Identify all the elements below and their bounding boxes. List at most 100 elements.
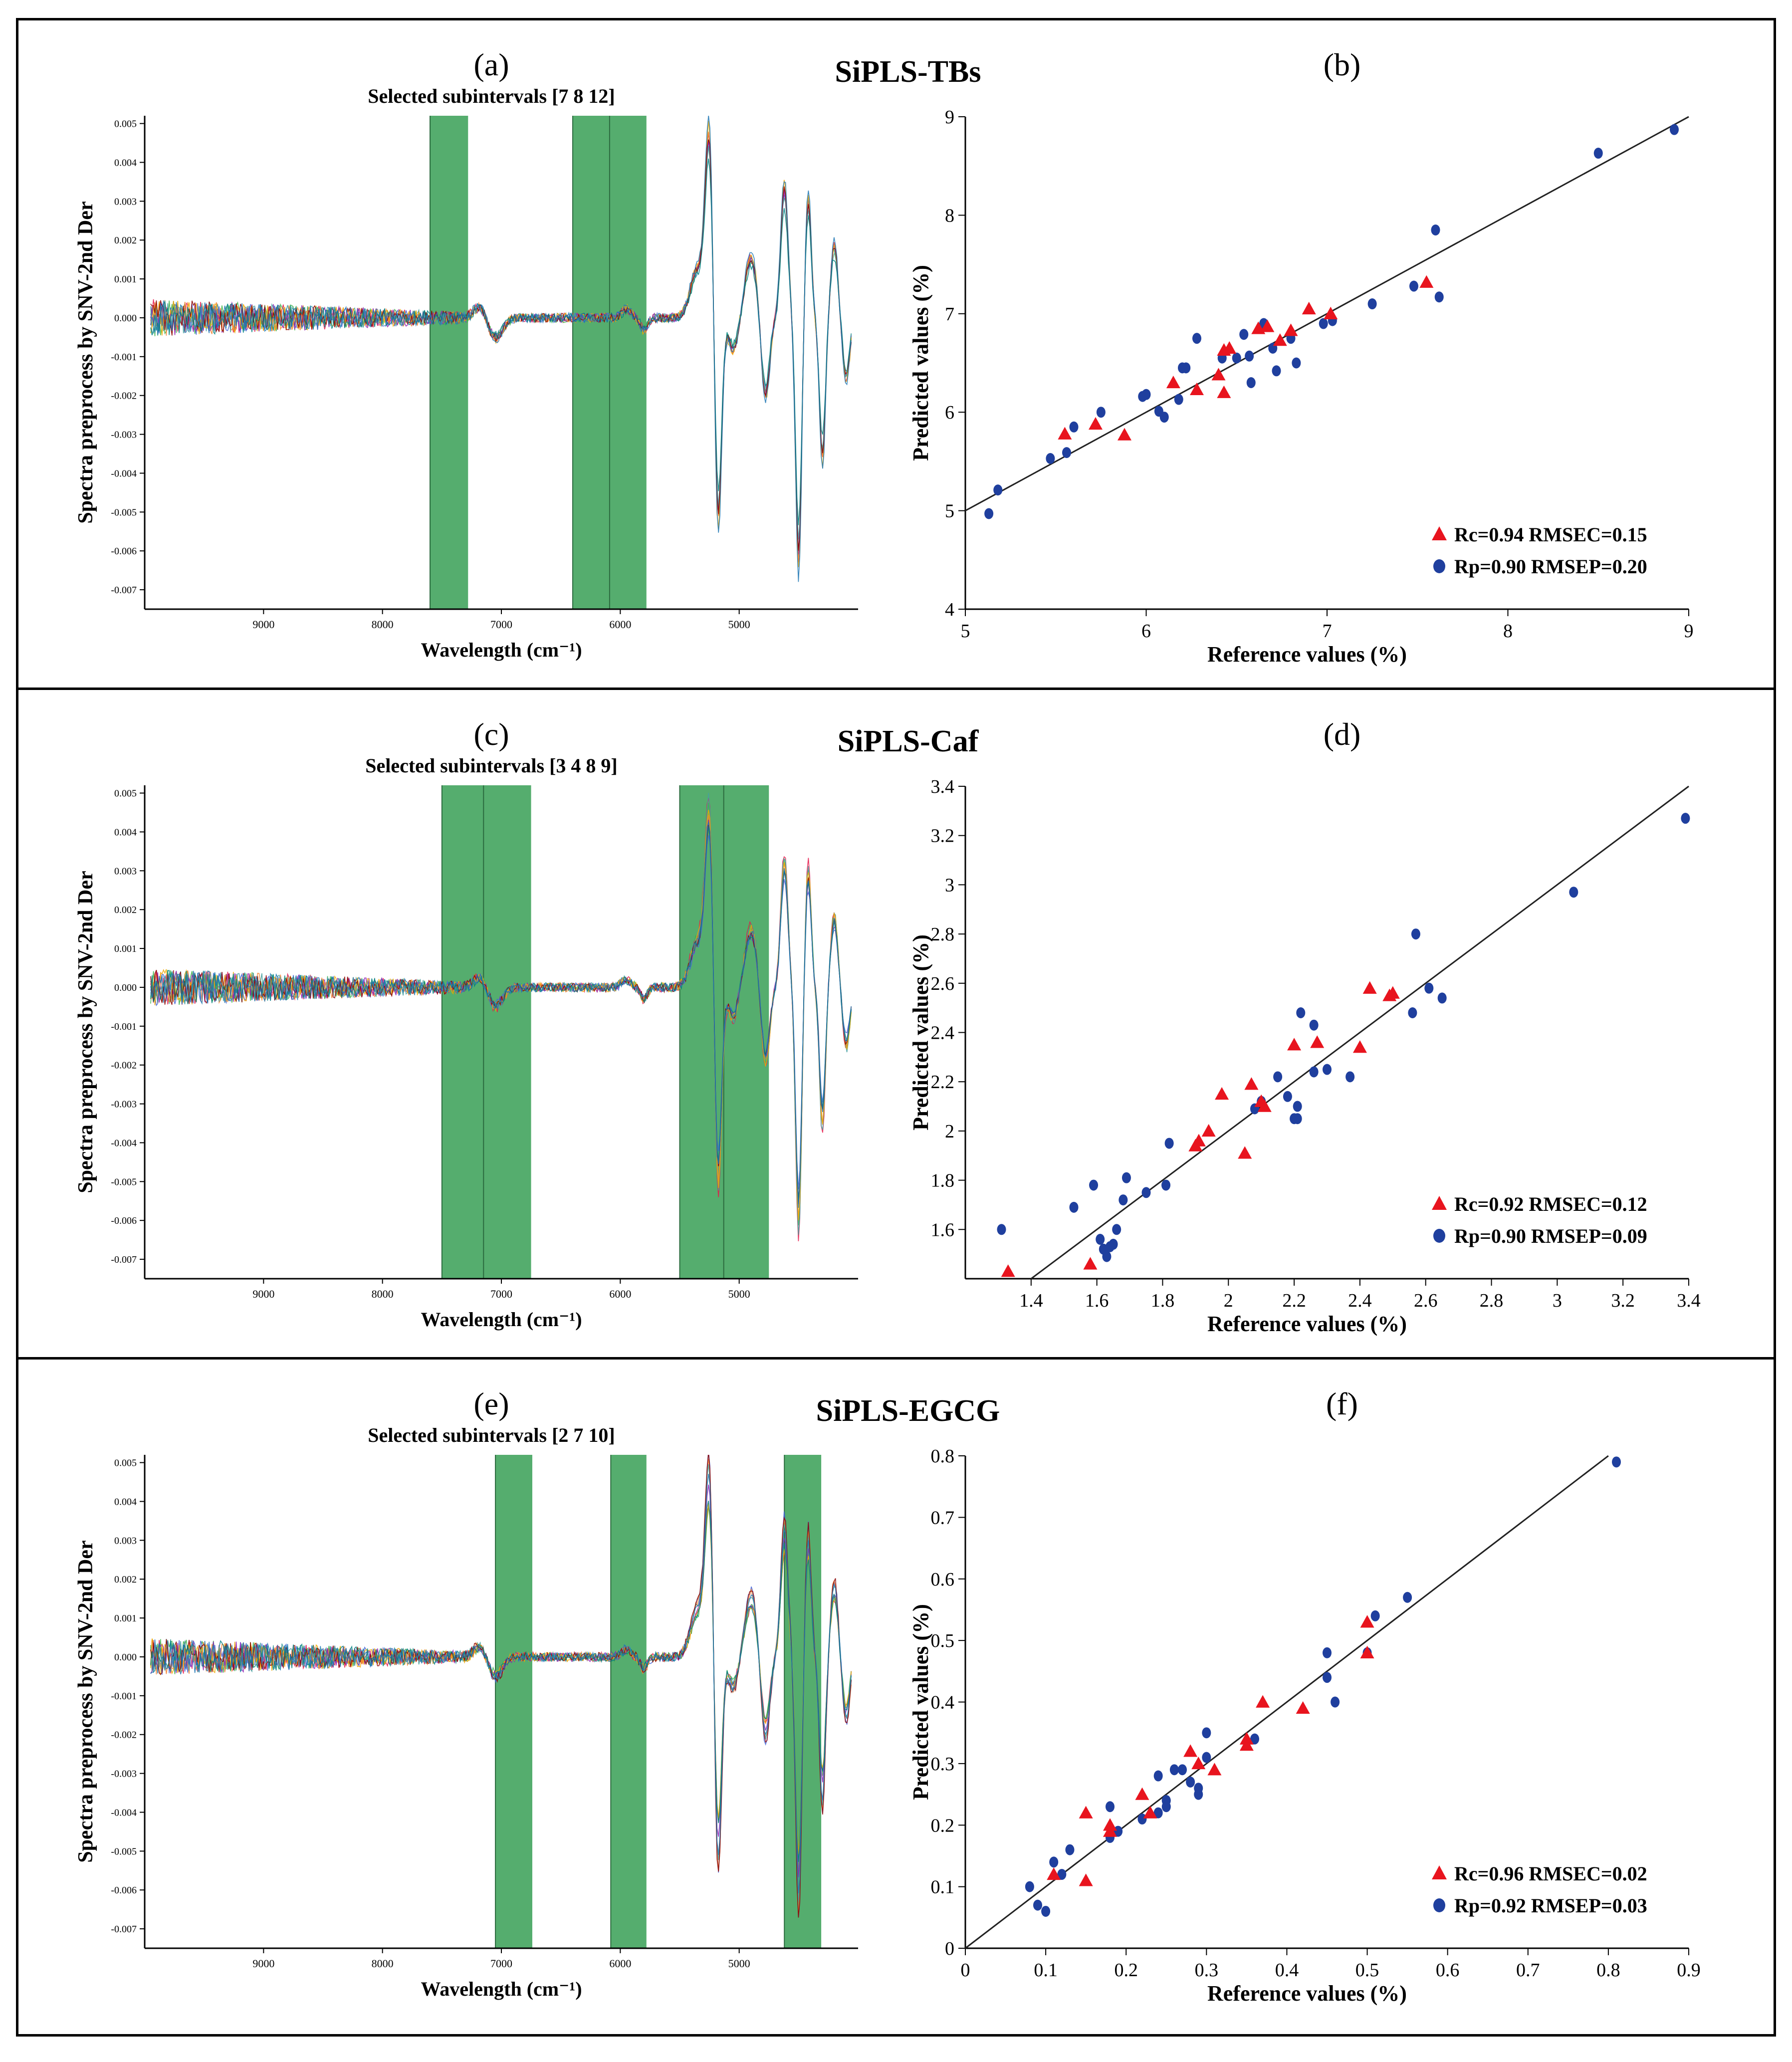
prediction-point (1174, 394, 1183, 405)
spectrum-trace (150, 158, 852, 525)
spectra-y-tick-label: 0.002 (114, 235, 137, 246)
spectrum-trace (150, 822, 852, 1208)
spectra-y-tick-label: 0.003 (114, 196, 137, 207)
scatter-x-tick-label: 5 (961, 621, 970, 642)
spectra-y-tick-label: 0.005 (114, 119, 137, 130)
spectra-y-tick-label: -0.003 (111, 1769, 137, 1780)
calibration-point (1215, 1087, 1229, 1100)
prediction-point (1025, 1881, 1034, 1892)
selected-subinterval-band (442, 785, 484, 1279)
spectrum-trace (150, 139, 852, 551)
prediction-point (1239, 329, 1249, 340)
spectra-y-tick-label: -0.001 (111, 352, 137, 363)
spectra-x-tick-label: 6000 (609, 618, 631, 631)
prediction-point (997, 1224, 1006, 1235)
scatter-x-tick-label: 8 (1503, 621, 1513, 642)
prediction-point (1062, 447, 1071, 458)
prediction-point (1593, 148, 1603, 159)
prediction-point (1323, 1064, 1332, 1075)
prediction-point (1119, 1194, 1128, 1206)
scatter-x-tick-label: 2.2 (1282, 1290, 1306, 1311)
prediction-point (1293, 1101, 1302, 1112)
prediction-point (1169, 1764, 1179, 1776)
spectra-x-axis-label: Wavelength (cm⁻¹) (421, 1978, 582, 2000)
spectra-x-tick-label: 5000 (728, 618, 750, 631)
spectra-x-tick-label: 8000 (372, 1957, 394, 1970)
calibration-point (1058, 427, 1072, 440)
prediction-point (1431, 225, 1440, 236)
prediction-point (1109, 1238, 1118, 1250)
prediction-point (1272, 365, 1281, 377)
scatter-y-tick-label: 0.2 (931, 1815, 955, 1836)
prediction-point (1033, 1899, 1042, 1911)
prediction-point (1319, 318, 1328, 329)
calibration-point (1273, 333, 1287, 346)
legend-entry-text: Rp=0.92 RMSEP=0.03 (1454, 1894, 1647, 1917)
prediction-point (1681, 813, 1690, 824)
calibration-point (1083, 1257, 1098, 1270)
spectrum-trace (150, 1503, 852, 1854)
spectra-y-tick-label: 0.002 (114, 905, 137, 916)
spectra-x-axis-label: Wavelength (cm⁻¹) (421, 639, 582, 661)
spectra-y-tick-label: -0.006 (111, 1215, 137, 1226)
scatter-y-tick-label: 0 (945, 1938, 954, 1959)
spectra-y-tick-label: 0.004 (114, 827, 137, 838)
calibration-point (1296, 1701, 1310, 1714)
scatter-panel-label: (d) (1324, 716, 1361, 752)
scatter-x-tick-label: 0 (961, 1960, 970, 1981)
spectra-x-tick-label: 8000 (372, 618, 394, 631)
spectra-title: Selected subintervals [3 4 8 9] (365, 754, 618, 777)
calibration-point (1362, 981, 1377, 994)
spectra-panel-1: (c)Selected subintervals [3 4 8 9] 0.005 0… (74, 716, 858, 1331)
row-title: SiPLS-Caf (838, 724, 979, 758)
prediction-point (1164, 1138, 1174, 1149)
scatter-x-tick-label: 9 (1684, 621, 1694, 642)
prediction-point (1292, 357, 1301, 369)
row-frame-caf (16, 687, 1776, 1360)
prediction-point (1331, 1696, 1340, 1708)
spectrum-trace (150, 120, 852, 567)
calibration-point (1419, 275, 1434, 288)
scatter-x-tick-label: 0.2 (1114, 1960, 1138, 1981)
spectrum-trace (150, 139, 852, 555)
selected-subinterval-band (483, 785, 531, 1279)
scatter-x-tick-label: 3 (1553, 1290, 1562, 1311)
spectra-x-tick-label: 7000 (490, 1957, 512, 1970)
spectra-y-tick-label: -0.007 (111, 585, 137, 596)
scatter-x-tick-label: 0.1 (1034, 1960, 1058, 1981)
spectra-y-tick-label: 0.002 (114, 1574, 137, 1585)
scatter-y-tick-label: 6 (945, 402, 954, 423)
scatter-x-tick-label: 3.2 (1611, 1290, 1635, 1311)
prediction-point (1202, 1727, 1211, 1739)
prediction-point (1245, 350, 1254, 362)
spectra-y-tick-label: -0.007 (111, 1924, 137, 1935)
prediction-point (1437, 992, 1447, 1004)
prediction-point (1041, 1905, 1051, 1917)
calibration-point (1385, 986, 1400, 999)
selected-subinterval-band (609, 116, 647, 609)
spectra-x-tick-label: 6000 (609, 1957, 631, 1970)
prediction-point (1194, 1789, 1203, 1800)
spectrum-trace (150, 825, 852, 1204)
prediction-point (1089, 1179, 1099, 1191)
prediction-point (1250, 1733, 1259, 1745)
legend-entry-text: Rp=0.90 RMSEP=0.09 (1454, 1225, 1647, 1247)
scatter-x-tick-label: 2.6 (1414, 1290, 1438, 1311)
prediction-point (1232, 352, 1241, 364)
spectrum-trace (150, 131, 852, 559)
prediction-point (1057, 1868, 1067, 1880)
prediction-point (1186, 1776, 1195, 1788)
spectra-x-axis-label: Wavelength (cm⁻¹) (421, 1308, 582, 1331)
scatter-x-tick-label: 1.8 (1151, 1290, 1175, 1311)
scatter-x-tick-label: 6 (1141, 621, 1151, 642)
spectra-y-axis-label: Spectra preprocess by SNV-2nd Der (74, 201, 97, 523)
spectra-y-tick-label: 0.000 (114, 982, 137, 993)
scatter-y-tick-label: 2.8 (931, 924, 955, 945)
prediction-point (1202, 1752, 1211, 1763)
scatter-x-tick-label: 2.4 (1348, 1290, 1372, 1311)
prediction-point (1106, 1801, 1115, 1813)
spectra-x-tick-label: 7000 (490, 618, 512, 631)
spectra-x-tick-label: 8000 (372, 1288, 394, 1300)
prediction-point (1296, 1007, 1306, 1019)
